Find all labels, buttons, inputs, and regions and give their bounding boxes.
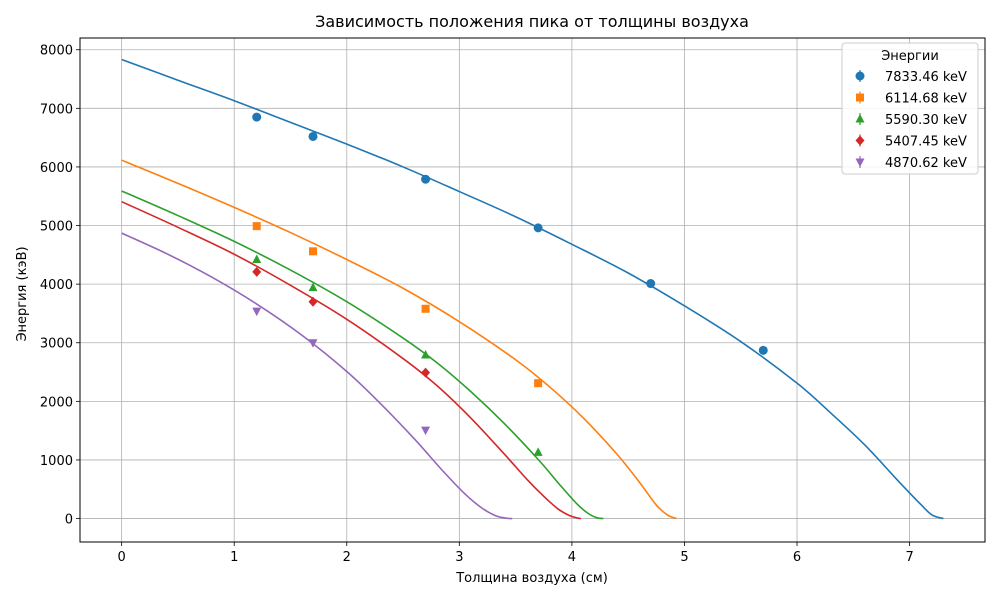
y-tick-label: 7000 <box>40 102 73 117</box>
y-tick-label: 8000 <box>40 44 73 59</box>
plot-frame <box>79 37 986 543</box>
axis-ticks: 0 1 2 3 4 5 6 7 0 1000 2000 3000 4000 5000 6000 7000 800… <box>40 44 914 565</box>
x-axis-label: Толщина воздуха (см) <box>455 571 608 586</box>
legend: Энергии 7833.46 keV 6114.68 keV 5590.30 keV… <box>841 42 979 175</box>
data-point <box>421 350 431 359</box>
data-point <box>534 379 543 388</box>
data-point <box>308 296 318 307</box>
data-point <box>309 247 318 256</box>
y-tick-label: 4000 <box>40 278 73 293</box>
y-tick-label: 6000 <box>40 161 73 176</box>
data-points <box>252 112 768 456</box>
data-point <box>252 254 262 264</box>
data-point <box>252 266 262 277</box>
legend-label: 5407.45 keV <box>885 135 967 150</box>
legend-marker <box>856 93 864 102</box>
fit-curve <box>121 159 677 520</box>
y-tick-label: 3000 <box>40 337 73 352</box>
fit-curve <box>121 58 944 520</box>
fit-curves <box>121 58 944 520</box>
data-point <box>533 223 543 233</box>
x-tick-label: 6 <box>793 550 801 565</box>
x-tick-label: 5 <box>680 550 688 565</box>
y-tick-label: 2000 <box>40 395 73 410</box>
y-tick-label: 0 <box>65 513 73 528</box>
legend-box <box>841 42 979 175</box>
legend-marker <box>855 135 865 146</box>
data-point <box>646 279 656 289</box>
data-point <box>252 307 262 317</box>
data-point <box>421 426 431 436</box>
legend-label: 7833.46 keV <box>885 70 967 85</box>
fit-curve <box>121 190 604 520</box>
y-axis-label: Энергия (кэВ) <box>15 246 30 341</box>
y-tick-label: 1000 <box>40 454 73 469</box>
legend-label: 6114.68 keV <box>885 92 967 107</box>
x-tick-label: 4 <box>568 550 576 565</box>
legend-title: Энергии <box>881 49 939 64</box>
data-point <box>252 112 262 122</box>
data-point <box>308 339 318 348</box>
data-point <box>533 447 543 456</box>
data-point <box>308 282 318 292</box>
x-tick-label: 0 <box>118 550 126 565</box>
data-point <box>421 174 431 184</box>
legend-marker <box>855 158 865 167</box>
fit-curve <box>121 232 513 520</box>
x-tick-label: 1 <box>230 550 238 565</box>
chart-title: Зависимость положения пика от толщины во… <box>315 12 749 31</box>
x-tick-label: 2 <box>343 550 351 565</box>
y-tick-label: 5000 <box>40 220 73 235</box>
legend-marker <box>855 71 865 81</box>
data-point <box>421 304 430 313</box>
legend-label: 5590.30 keV <box>885 113 967 128</box>
x-tick-label: 3 <box>455 550 463 565</box>
data-point <box>308 131 318 141</box>
legend-marker <box>855 114 865 123</box>
data-point <box>421 367 431 378</box>
data-point <box>758 345 768 355</box>
legend-label: 4870.62 keV <box>885 156 967 171</box>
x-tick-label: 7 <box>905 550 913 565</box>
data-point <box>252 222 261 231</box>
fit-curve <box>121 200 582 520</box>
